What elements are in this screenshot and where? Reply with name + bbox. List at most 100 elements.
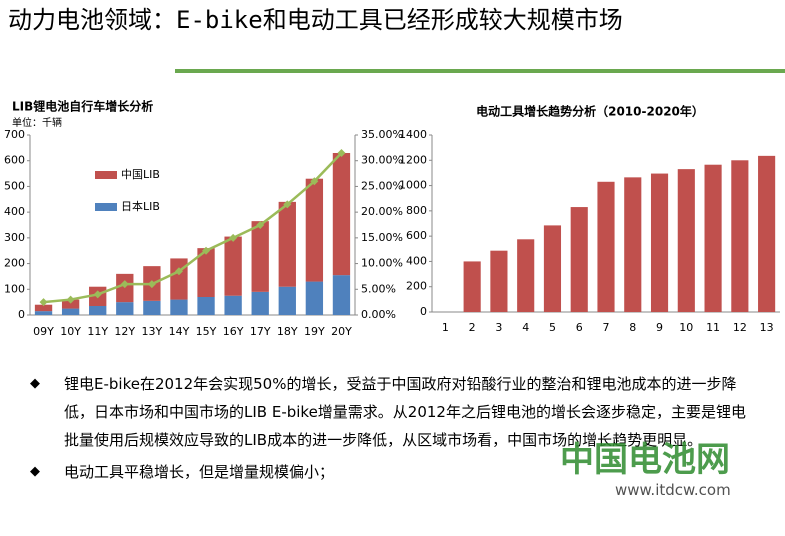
x-tick-label: 6: [576, 321, 583, 334]
bar: [624, 177, 642, 312]
bar: [34, 304, 53, 312]
bar: [251, 221, 269, 292]
bar: [677, 169, 695, 312]
x-tick-label: 8: [629, 321, 636, 334]
point: [310, 177, 319, 186]
legend-swatch: [95, 203, 117, 211]
x-tick-label: 12: [733, 321, 747, 334]
bar: [570, 207, 588, 312]
bar: [34, 311, 53, 315]
x-tick-label: 11: [706, 321, 720, 334]
point: [337, 149, 346, 157]
x-tick-label: 5: [549, 321, 556, 334]
y2-tick-label: 30.00%: [361, 154, 403, 167]
y2-tick-label: 15.00%: [361, 231, 403, 244]
point: [256, 221, 265, 229]
y-tick-label: 700: [4, 128, 25, 141]
legend-label: 日本LIB: [121, 199, 160, 213]
x-tick-label: 18Y: [277, 325, 298, 338]
point: [147, 280, 156, 289]
y-tick-label: 800: [406, 204, 427, 217]
watermark-url: www.itdcw.com: [615, 481, 731, 499]
y-tick-label: 0: [18, 308, 25, 321]
x-tick-label: 17Y: [250, 325, 271, 338]
x-tick-label: 3: [495, 321, 502, 334]
y-tick-label: 1200: [399, 153, 427, 166]
x-tick-label: 13: [760, 321, 774, 334]
y-tick-label: 200: [406, 280, 427, 293]
y2-tick-label: 10.00%: [361, 257, 403, 270]
bar: [463, 261, 481, 312]
x-tick-label: 16Y: [223, 325, 244, 338]
bar: [197, 297, 215, 315]
point: [120, 280, 129, 289]
y-tick-label: 300: [4, 231, 25, 244]
y-tick-label: 1000: [399, 179, 427, 192]
bar: [731, 160, 749, 312]
x-tick-label: 09Y: [33, 325, 54, 338]
bar: [704, 164, 722, 312]
watermark: 中国电池网 www.itdcw.com: [560, 432, 731, 499]
point: [229, 233, 238, 242]
bullet-text: 电动工具平稳增长，但是增量规模偏小；: [64, 463, 335, 481]
x-tick-label: 20Y: [331, 325, 352, 338]
bar: [197, 248, 215, 297]
bar: [758, 155, 776, 312]
y-tick-label: 0: [420, 305, 427, 318]
bullet: ◆ 锂电E-bike在2012年会实现50%的增长，受益于中国政府对铅酸行业的整治…: [30, 375, 746, 449]
x-tick-label: 9: [656, 321, 663, 334]
bar: [597, 181, 615, 312]
y-tick-label: 400: [406, 254, 427, 267]
x-tick-label: 15Y: [196, 325, 217, 338]
x-tick-label: 2: [469, 321, 476, 334]
x-tick-label: 19Y: [304, 325, 325, 338]
x-tick-label: 1: [442, 321, 449, 334]
bar: [251, 291, 269, 315]
x-tick-label: 4: [522, 321, 529, 334]
bar: [89, 306, 107, 315]
bar: [332, 275, 351, 315]
y-tick-label: 100: [4, 282, 25, 295]
legend-swatch: [95, 171, 117, 179]
point: [202, 246, 211, 255]
y-tick-label: 200: [4, 257, 25, 270]
y-tick-label: 600: [4, 154, 25, 167]
watermark-name: 中国电池网: [560, 440, 730, 480]
bullet: ◆ 电动工具平稳增长，但是增量规模偏小；: [30, 463, 335, 481]
x-tick-label: 13Y: [142, 325, 163, 338]
x-tick-label: 10: [679, 321, 693, 334]
bar: [490, 250, 508, 312]
point: [39, 298, 48, 307]
bar: [278, 286, 296, 315]
bar: [116, 302, 134, 315]
x-tick-label: 11Y: [87, 325, 108, 338]
y2-tick-label: 0.00%: [361, 308, 396, 321]
bar: [170, 258, 188, 300]
bar: [278, 201, 296, 287]
bar: [305, 281, 324, 315]
x-tick-label: 7: [603, 321, 610, 334]
bar: [332, 153, 351, 276]
point: [283, 200, 292, 209]
bar: [61, 308, 80, 315]
x-tick-label: 14Y: [169, 325, 190, 338]
bar: [650, 173, 669, 312]
x-tick-label: 12Y: [114, 325, 135, 338]
bar: [517, 239, 535, 312]
bar: [543, 225, 562, 312]
legend-label: 中国LIB: [121, 168, 160, 181]
bar: [224, 236, 242, 296]
line: [43, 152, 343, 304]
bar: [143, 300, 161, 315]
point: [93, 290, 102, 299]
chart-title: 电动工具增长趋势分析（2010-2020年）: [476, 104, 704, 119]
bullet-list: ◆ 锂电E-bike在2012年会实现50%的增长，受益于中国政府对铅酸行业的整治…: [30, 370, 750, 490]
bar: [305, 178, 324, 282]
y2-tick-label: 20.00%: [361, 205, 403, 218]
y2-tick-label: 25.00%: [361, 179, 403, 192]
y-tick-label: 500: [4, 179, 25, 192]
y2-tick-label: 5.00%: [361, 282, 396, 295]
y-tick-label: 600: [406, 229, 427, 242]
